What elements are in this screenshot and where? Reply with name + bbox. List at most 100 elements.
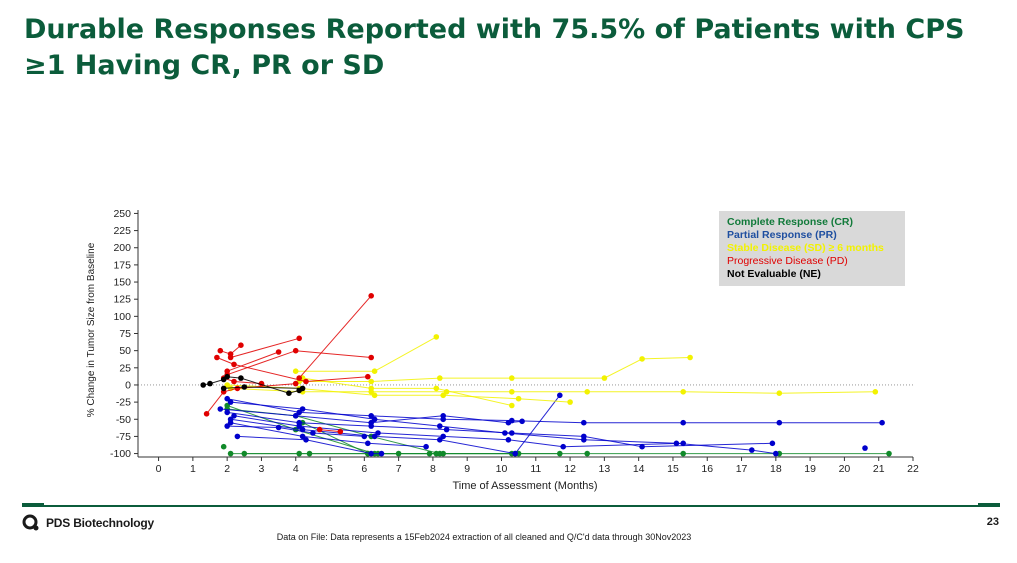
data-point (368, 385, 375, 392)
y-tick-label: 50 (119, 345, 131, 357)
data-point (509, 375, 515, 381)
data-point (437, 375, 443, 381)
series-line (230, 422, 427, 448)
data-point (872, 389, 879, 395)
series-sd-patient (296, 354, 693, 385)
x-tick-label: 18 (770, 463, 782, 475)
data-point (515, 395, 522, 402)
x-axis-label: Time of Assessment (Months) (452, 480, 597, 492)
y-tick-label: 250 (113, 208, 131, 220)
series-line (227, 425, 365, 437)
data-point (375, 430, 381, 436)
data-point (220, 443, 227, 450)
logo-text: PDS Biotechnology (46, 516, 154, 530)
series-ne-patient (220, 384, 306, 392)
y-tick-label: -25 (116, 397, 131, 409)
data-point (443, 426, 450, 433)
company-logo: PDS Biotechnology (22, 514, 154, 532)
data-point (234, 433, 241, 440)
data-point (509, 430, 515, 436)
data-point (337, 428, 344, 435)
series-line (216, 357, 368, 383)
data-point (680, 389, 686, 395)
series-cr-patient (220, 443, 227, 450)
data-point (371, 368, 378, 375)
series-pr-patient (862, 445, 868, 451)
data-point (224, 395, 230, 402)
series-line (227, 351, 279, 372)
x-tick-label: 9 (464, 463, 470, 475)
series-line (230, 337, 300, 358)
footer-divider-accent-right (978, 503, 1000, 507)
data-point (440, 413, 447, 419)
y-tick-label: 150 (113, 277, 131, 289)
data-point (361, 433, 368, 440)
data-point (584, 389, 590, 395)
series-sd-patient (292, 334, 440, 375)
data-point (224, 368, 230, 375)
legend-entry: Complete Response (CR) (727, 216, 853, 228)
data-point (203, 411, 210, 417)
data-point (680, 419, 686, 426)
data-point (365, 440, 371, 447)
x-tick-label: 21 (873, 463, 885, 475)
pds-logo-icon (22, 514, 39, 531)
data-point (557, 392, 563, 399)
legend-entry: Not Evaluable (NE) (727, 268, 821, 280)
data-point (423, 443, 429, 450)
data-point (214, 354, 220, 361)
data-point (217, 347, 224, 354)
data-point (275, 424, 282, 431)
x-tick-label: 22 (907, 463, 919, 475)
x-tick-label: 6 (361, 463, 367, 475)
y-tick-label: 200 (113, 242, 131, 254)
data-point (560, 443, 566, 450)
data-point (224, 423, 230, 429)
data-point (862, 445, 868, 451)
y-tick-label: 125 (113, 294, 131, 306)
data-point (227, 419, 234, 426)
x-tick-label: 3 (259, 463, 265, 475)
data-point (639, 443, 645, 450)
y-tick-label: 75 (119, 328, 131, 340)
data-point (371, 392, 378, 399)
data-point (437, 437, 443, 443)
data-point (368, 413, 375, 419)
data-point (680, 440, 686, 447)
data-point (217, 406, 224, 412)
data-point (365, 373, 371, 380)
data-point (299, 433, 306, 440)
data-point (581, 419, 587, 426)
data-point (224, 382, 230, 388)
data-point (286, 390, 292, 397)
data-point (505, 419, 512, 426)
series-line (319, 429, 341, 433)
data-point (433, 334, 440, 340)
legend-entry: Stable Disease (SD) ≥ 6 months (727, 242, 884, 254)
series-line (230, 394, 561, 455)
data-point (371, 433, 378, 440)
series-pd-patient (316, 426, 344, 435)
data-point (440, 392, 447, 399)
data-point (227, 351, 234, 357)
series-pr-patient (231, 413, 686, 450)
data-point (207, 380, 213, 387)
x-tick-label: 12 (564, 463, 576, 475)
legend-entry: Progressive Disease (PD) (727, 255, 848, 267)
data-point (557, 450, 563, 457)
data-point (509, 402, 515, 409)
y-tick-label: 25 (119, 362, 131, 374)
series-sd-patient (299, 375, 515, 409)
data-point (378, 450, 385, 457)
data-point (433, 385, 440, 392)
data-point (238, 375, 244, 381)
data-point (368, 419, 375, 426)
data-point (512, 450, 518, 457)
data-point (776, 419, 783, 426)
data-point (238, 342, 244, 349)
data-point (749, 447, 755, 453)
x-tick-label: 2 (224, 463, 230, 475)
data-point (639, 356, 645, 362)
footer-divider-accent-left (22, 503, 44, 507)
series-pr-patient (224, 395, 885, 426)
